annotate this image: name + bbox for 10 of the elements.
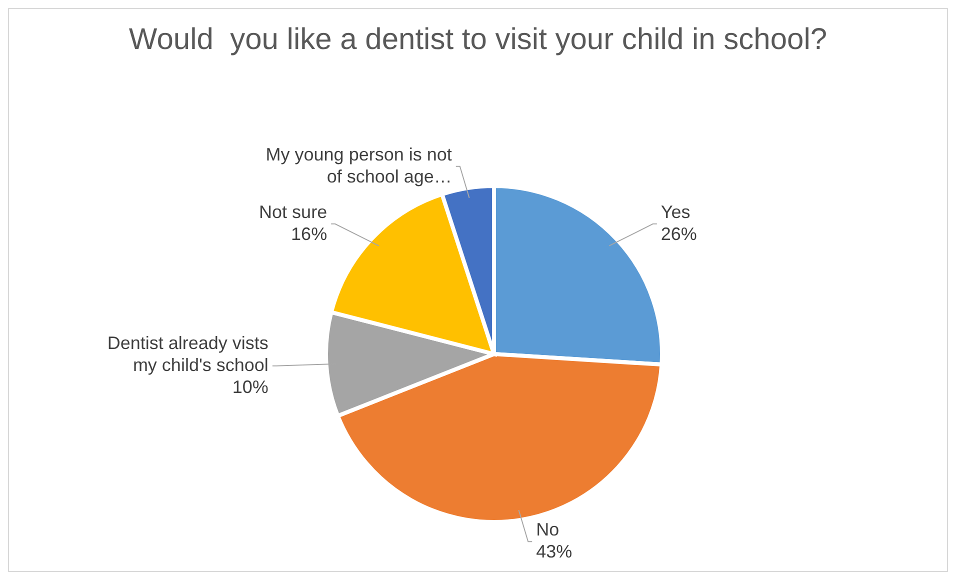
data-label: 26% xyxy=(660,224,697,244)
chart-title: Would you like a dentist to visit your child in school? xyxy=(128,22,828,58)
slice-label: No xyxy=(536,519,560,540)
slice-label: Yes xyxy=(660,202,690,222)
data-label: 43% xyxy=(536,541,572,562)
data-label: 16% xyxy=(291,224,328,244)
data-label: 10% xyxy=(232,376,268,397)
slice-label: My young person is not of school age… xyxy=(266,144,452,186)
slice-label: Dentist already vists my child's school xyxy=(107,332,268,375)
slice-label: Not sure xyxy=(259,202,328,222)
